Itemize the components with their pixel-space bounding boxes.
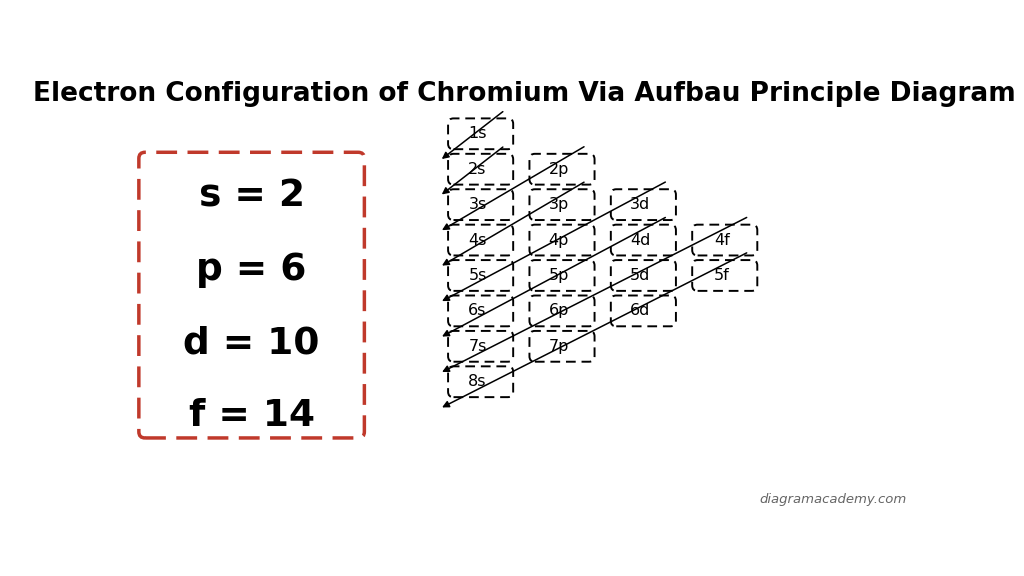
Text: s = 2: s = 2: [199, 179, 304, 215]
Text: 8s: 8s: [468, 374, 486, 389]
Text: 2p: 2p: [549, 162, 569, 177]
Text: d = 10: d = 10: [183, 325, 319, 361]
Text: 5s: 5s: [468, 268, 486, 283]
Text: 4f: 4f: [714, 233, 729, 248]
Text: 6d: 6d: [630, 304, 650, 319]
Text: 4d: 4d: [630, 233, 650, 248]
Text: 5p: 5p: [549, 268, 569, 283]
Text: 4p: 4p: [549, 233, 569, 248]
Text: 3d: 3d: [630, 197, 650, 212]
Text: f = 14: f = 14: [188, 399, 314, 434]
Text: diagramacademy.com: diagramacademy.com: [760, 494, 907, 506]
Text: 1s: 1s: [468, 126, 486, 141]
Text: 5f: 5f: [714, 268, 729, 283]
Text: 3p: 3p: [549, 197, 569, 212]
FancyBboxPatch shape: [139, 152, 365, 438]
Text: 6p: 6p: [549, 304, 569, 319]
Text: 6s: 6s: [468, 304, 486, 319]
Text: 4s: 4s: [468, 233, 486, 248]
Text: 5d: 5d: [630, 268, 650, 283]
Text: p = 6: p = 6: [197, 252, 307, 288]
Text: 3s: 3s: [468, 197, 486, 212]
Text: 7s: 7s: [468, 339, 486, 354]
Text: 2s: 2s: [468, 162, 486, 177]
Text: Electron Configuration of Chromium Via Aufbau Principle Diagram: Electron Configuration of Chromium Via A…: [34, 81, 1016, 108]
Text: 7p: 7p: [549, 339, 569, 354]
